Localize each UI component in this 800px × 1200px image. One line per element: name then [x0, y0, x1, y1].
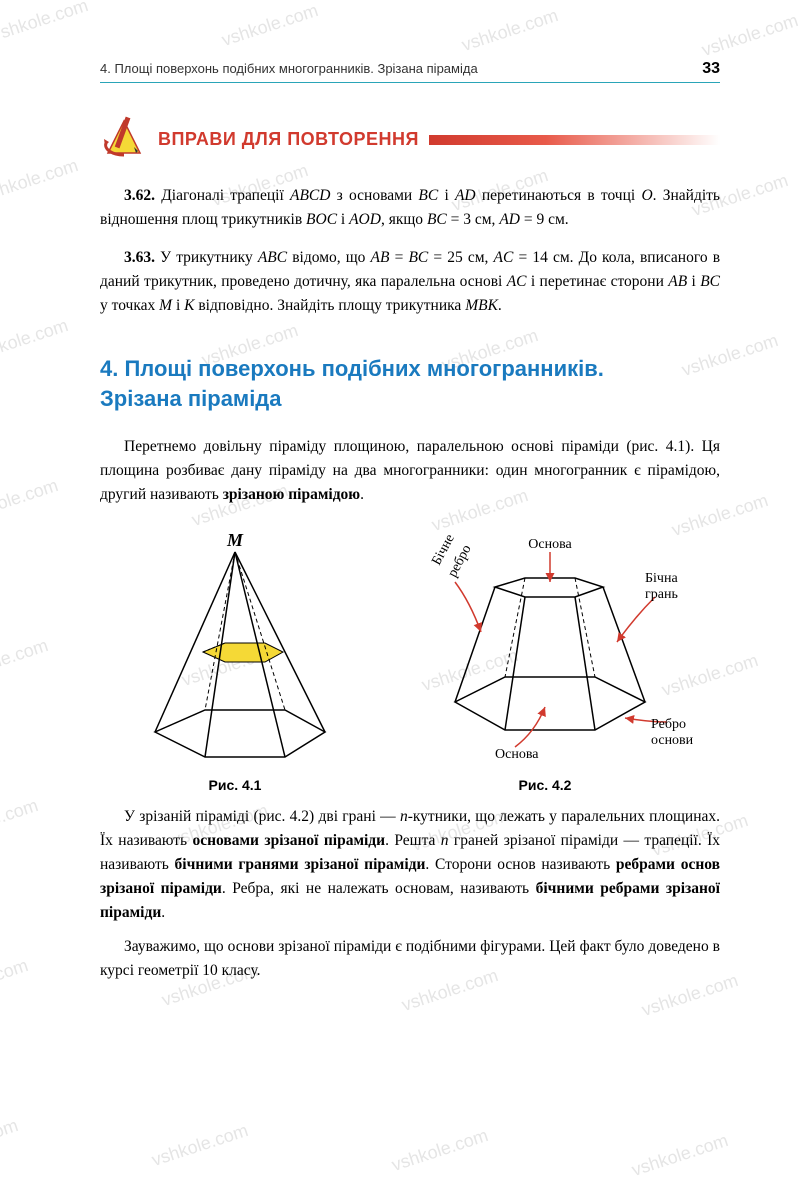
exercises-section-header: ВПРАВИ ДЛЯ ПОВТОРЕННЯ — [100, 113, 720, 166]
problem-number: 3.62. — [124, 187, 161, 204]
section-heading: 4. Площі поверхонь подібних многогранник… — [100, 354, 720, 413]
paragraph-1: Перетнемо довільну піраміду площиною, па… — [100, 435, 720, 507]
figure-4-1: M Рис. 4.1 — [125, 532, 345, 793]
red-gradient-bar — [429, 135, 720, 145]
figure-4-2: Основа Бічне ребро Бічна грань Ребро осн… — [395, 532, 695, 793]
pyramid-diagram: M — [125, 532, 345, 762]
frustum-diagram: Основа Бічне ребро Бічна грань Ребро осн… — [395, 532, 695, 762]
label-lateral-face: Бічна — [645, 571, 678, 586]
header-title: 4. Площі поверхонь подібних многогранник… — [100, 61, 478, 76]
watermark-text: vshkole.com — [389, 1125, 491, 1176]
paragraph-2: У зрізаній піраміді (рис. 4.2) дві грані… — [100, 805, 720, 925]
label-bottom-base: Основа — [495, 747, 539, 762]
paragraph-3: Зауважимо, що основи зрізаної піраміди є… — [100, 935, 720, 983]
watermark-text: vshkole.com — [629, 1130, 731, 1181]
watermark-text: vshkole.com — [0, 1115, 21, 1166]
label-base-edge-2: основи — [651, 733, 694, 748]
apex-label: M — [226, 532, 244, 550]
textbook-page: 4. Площі поверхонь подібних многогранник… — [0, 0, 800, 1033]
problem-number: 3.63. — [124, 249, 160, 266]
figures-row: M Рис. 4.1 — [100, 532, 720, 793]
section-title-line1: 4. Площі поверхонь подібних многогранник… — [100, 356, 604, 381]
label-base-edge: Ребро — [651, 717, 686, 732]
figure-caption-1: Рис. 4.1 — [125, 777, 345, 793]
running-header: 4. Площі поверхонь подібних многогранник… — [100, 60, 720, 83]
watermark-text: vshkole.com — [149, 1120, 251, 1171]
label-top-base: Основа — [528, 537, 572, 552]
figure-caption-2: Рис. 4.2 — [395, 777, 695, 793]
label-lateral-face-2: грань — [645, 587, 678, 602]
exercise-problem: 3.63. У трикутнику ABC відомо, що AB = B… — [100, 246, 720, 318]
section-title-line2: Зрізана піраміда — [100, 386, 282, 411]
page-number: 33 — [702, 60, 720, 78]
pencil-pyramid-icon — [100, 113, 148, 166]
exercises-title: ВПРАВИ ДЛЯ ПОВТОРЕННЯ — [158, 129, 419, 150]
exercise-problem: 3.62. Діагоналі трапеції ABCD з основами… — [100, 184, 720, 232]
